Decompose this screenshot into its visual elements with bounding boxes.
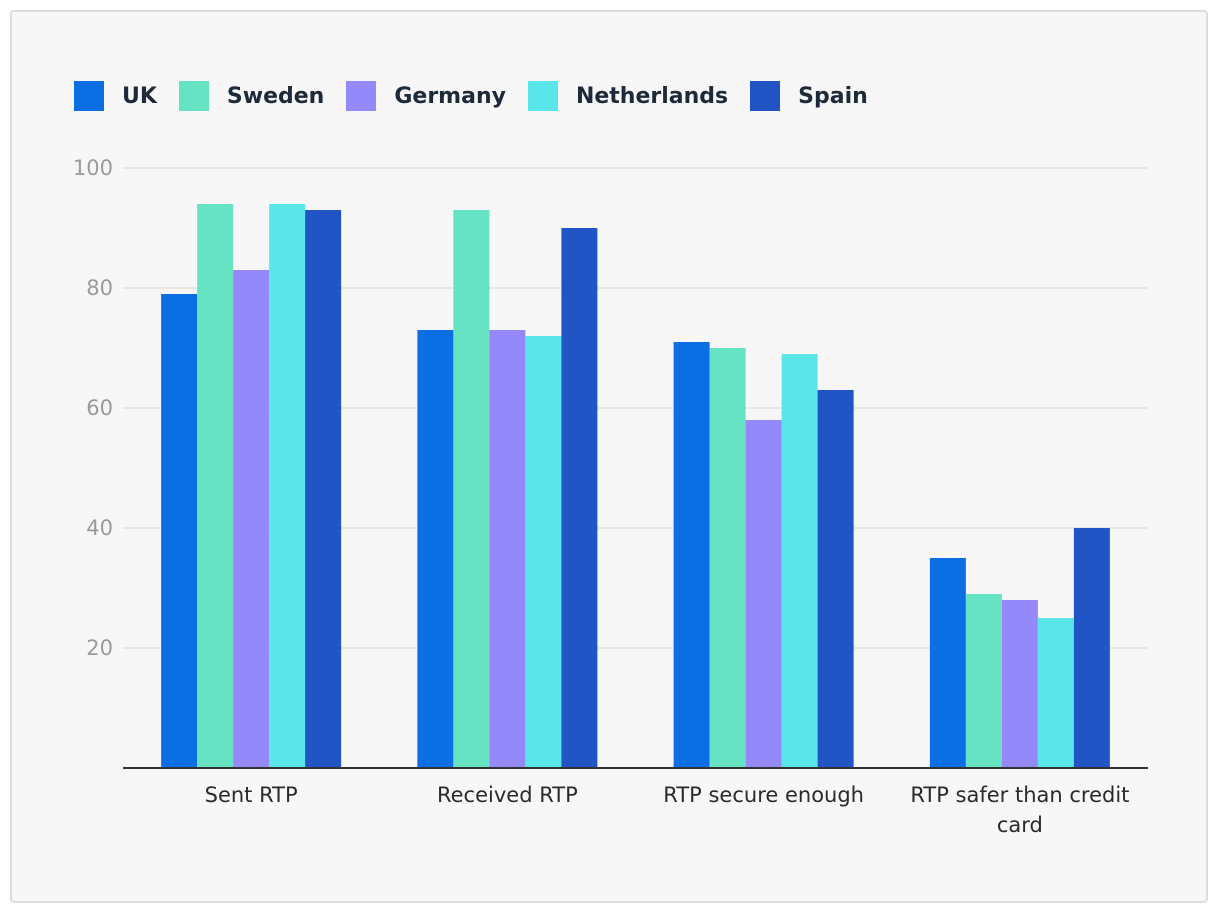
x-tick-label-line: card [997,813,1043,837]
bar-netherlands-3[interactable] [781,354,818,768]
y-tick-label-20: 20 [86,636,113,660]
legend-item-spain[interactable]: Spain [750,81,868,111]
bar-spain-3[interactable] [817,390,854,768]
bar-germany-4[interactable] [1001,600,1038,768]
x-tick-label-line: Received RTP [437,783,578,807]
x-tick-label-line: RTP secure enough [663,783,864,807]
y-tick-label-40: 40 [86,516,113,540]
x-tick-label-line: RTP safer than credit [910,783,1129,807]
x-tick-label-line: Sent RTP [205,783,298,807]
x-tick-label-2: Received RTP [437,783,578,807]
legend-swatch-spain [750,81,781,111]
legend-label-sweden: Sweden [226,83,325,109]
x-tick-label-3: RTP secure enough [663,783,864,807]
bar-germany-2[interactable] [489,330,526,768]
bar-uk-1[interactable] [161,294,198,768]
bar-germany-1[interactable] [233,270,270,768]
bar-spain-4[interactable] [1073,528,1110,768]
x-tick-label-1: Sent RTP [205,783,298,807]
bar-uk-2[interactable] [417,330,454,768]
bar-netherlands-1[interactable] [269,204,306,768]
legend-swatch-uk [74,81,104,111]
legend-swatch-sweden [178,81,209,111]
y-axis-ticks: 20 40 60 80 100 [73,156,113,660]
legend-item-netherlands[interactable]: Netherlands [527,81,729,111]
legend-label-netherlands: Netherlands [575,83,729,109]
legend-swatch-netherlands [527,81,558,111]
bar-netherlands-2[interactable] [525,336,562,768]
x-tick-label-4: RTP safer than credit card [910,783,1129,837]
bar-netherlands-4[interactable] [1037,618,1074,768]
y-tick-label-60: 60 [86,396,113,420]
legend-label-uk: UK [122,83,157,109]
bars [161,204,1110,768]
legend-item-germany[interactable]: Germany [346,81,506,111]
bar-uk-3[interactable] [673,342,710,768]
bar-sweden-1[interactable] [197,204,234,768]
y-tick-label-80: 80 [86,276,113,300]
legend-item-sweden[interactable]: Sweden [178,81,325,111]
bar-spain-1[interactable] [305,210,342,768]
legend-label-germany: Germany [394,83,506,109]
legend-swatch-germany [346,81,377,111]
chart-legend: UK Sweden Germany Netherlands Spain [74,80,890,112]
bar-uk-4[interactable] [929,558,966,768]
bar-spain-2[interactable] [561,228,598,768]
bar-sweden-2[interactable] [453,210,490,768]
y-tick-label-100: 100 [73,156,113,180]
x-axis-labels: Sent RTP Received RTP RTP secure enough RTP… [205,783,1130,837]
bar-sweden-4[interactable] [965,594,1002,768]
legend-label-spain: Spain [798,83,868,109]
legend-item-uk[interactable]: UK [74,81,157,111]
bar-germany-3[interactable] [745,420,782,768]
bar-sweden-3[interactable] [709,348,746,768]
